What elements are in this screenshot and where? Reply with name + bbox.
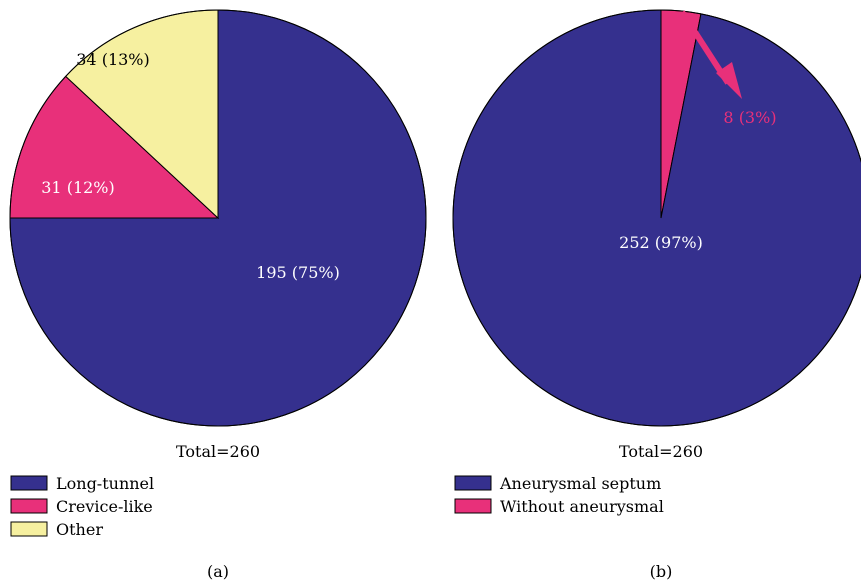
legend-swatch-aneurysmal-septum — [454, 475, 492, 491]
legend-label-crevice-like: Crevice-like — [56, 497, 153, 516]
annotation-arrow-icon — [679, 10, 742, 99]
pie-outline — [9, 9, 427, 427]
total-label: Total=260 — [619, 442, 703, 461]
data-label-aneurysmal-septum: 252 (97%) — [619, 233, 703, 252]
annotation-arrow-head — [716, 62, 742, 99]
legend-swatch-crevice-like — [10, 498, 48, 514]
legend-swatch-without-aneurysmal — [454, 498, 492, 514]
legend-label-other: Other — [56, 520, 103, 539]
total-label: Total=260 — [176, 442, 260, 461]
legend-swatch-other — [10, 521, 48, 537]
legend-swatch-long-tunnel — [10, 475, 48, 491]
legend-label-without-aneurysmal: Without aneurysmal — [500, 497, 664, 516]
legend-label-aneurysmal-septum: Aneurysmal septum — [499, 474, 661, 493]
data-label-other: 34 (13%) — [76, 50, 150, 69]
data-label-crevice-like: 31 (12%) — [41, 178, 115, 197]
panel-label: (a) — [207, 562, 229, 581]
panel-label: (b) — [650, 562, 673, 581]
data-label-without-aneurysmal: 8 (3%) — [723, 108, 776, 127]
data-label-long-tunnel: 195 (75%) — [256, 263, 340, 282]
pie-slice-aneurysmal-septum — [452, 9, 861, 427]
legend-label-long-tunnel: Long-tunnel — [56, 474, 154, 493]
pie-outline — [452, 9, 861, 427]
